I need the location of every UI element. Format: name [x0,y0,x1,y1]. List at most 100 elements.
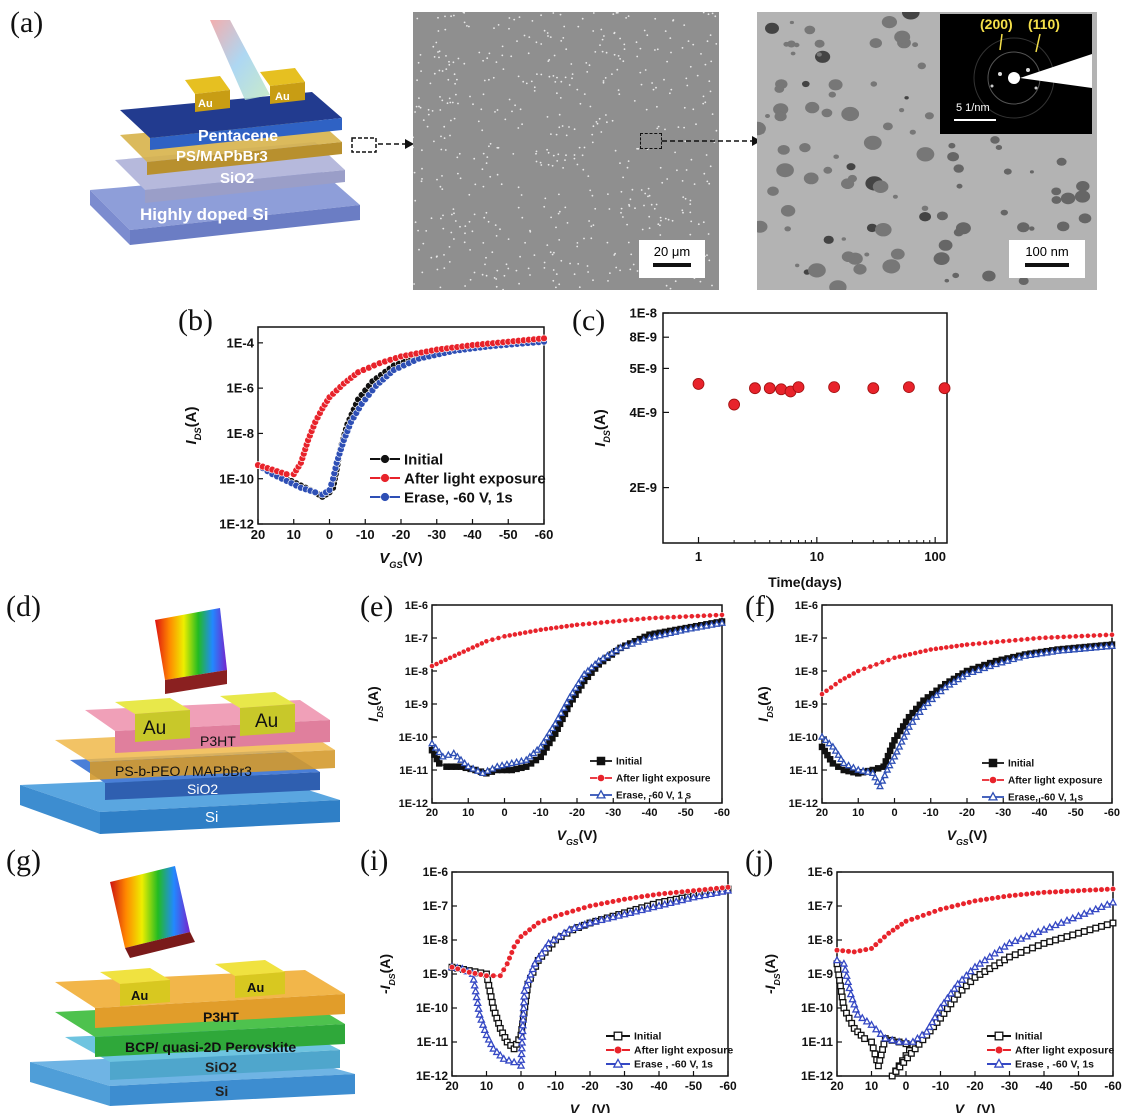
legend-label: Erase , -60 V, 1s [634,1059,713,1071]
series-0-point [837,987,845,995]
series-1-point [540,334,548,343]
series-2-point [842,971,851,979]
series-1 [833,885,1117,955]
series-2-point [980,663,989,672]
y-axis-label-unit: (A) [762,954,778,973]
data-point [903,381,915,394]
plot-frame [662,312,948,544]
series-2-point [614,911,623,919]
series-0-point [829,760,837,767]
x-tick-label: 20 [251,527,265,542]
series-1-point [483,972,490,979]
series-1-point [552,913,559,920]
y-axis-label: IDS(A) [592,409,612,447]
series-2-point [992,659,1000,668]
panel-label-d: (d) [6,590,41,623]
series-1-point [943,904,950,912]
legend-label: After light exposure [404,470,546,487]
series-1-point [632,894,640,901]
series-2-point [580,669,589,678]
series-0-point [835,971,843,979]
series-1-point [1072,633,1079,640]
series-0-point [1103,921,1111,929]
series-2-point [622,641,631,649]
series-1-point [868,945,875,952]
series-1-point [989,895,996,902]
y-axis-label: IDS(A) [365,686,385,721]
series-1-point [964,641,970,648]
series-1-point [1006,637,1013,644]
series-1-point [885,657,892,663]
series-1-point [713,885,720,892]
y-tick-label: 1E-7 [795,633,818,645]
series-1-point [586,620,592,627]
legend-2-point [987,791,999,801]
series-1-point [873,661,880,668]
series-0-point [871,1050,879,1058]
series-2-point [681,625,690,633]
data-point [867,382,880,395]
series-2-point [1097,642,1106,650]
series-1-point [504,960,511,967]
series-1-point [719,611,725,618]
x-tick-label: 100 [924,549,946,564]
panel-label-b: (b) [178,304,213,337]
series-1-point [1012,637,1019,644]
series-2-point [885,761,894,769]
series-2 [818,641,1116,790]
x-axis-label-sub: GS [964,1111,977,1113]
series-2-point [718,887,727,895]
series-1-point [872,941,879,948]
series-2-point [706,889,715,897]
series-2-point [509,1057,519,1066]
series-1-point [982,640,989,646]
legend-1-point [613,1045,623,1055]
tem-image: (200) (110) 5 1/nm 100 nm [757,12,1097,290]
chart-i: 20 10 0 -10 -20 -30 -40 -50 -60 1E-12 1E-11 1E-10 1E… [377,865,737,1113]
data-point [692,378,705,390]
series-1-point [627,895,634,902]
series-1-point [517,933,525,940]
series-1-point [1084,632,1091,639]
series-1-point [646,615,653,622]
series-1-point [615,897,622,904]
series-2-point [676,626,685,634]
x-axis-label-unit: (V) [403,550,423,567]
series-1-point [673,889,680,896]
series-2-point [471,986,480,995]
series-1-point [1069,887,1076,895]
series-1-point [535,919,542,927]
y-tick-label: 1E-6 [405,600,428,612]
series-0-point [880,1040,888,1048]
electrode-au-a1: Au [198,98,213,110]
data-point [938,382,951,395]
sem-scale-label: 20 μm [653,244,691,259]
series-2-point [821,735,830,744]
series-1-point [497,972,504,979]
series-2-point [1053,646,1062,654]
x-axis-label-sub: GS [566,837,579,847]
series-0-point [874,1062,882,1070]
series-2-point [863,767,872,775]
series-1-point [908,916,915,923]
y-tick-label: 1E-11 [399,765,428,777]
series-1-point [522,629,529,636]
series-0-point [905,713,913,721]
series-0-point [839,999,847,1006]
series-line [451,888,729,1051]
series-2-point [1074,911,1083,920]
series-2-point [962,970,971,979]
series-1-point [460,967,467,974]
series-2-point [712,619,721,627]
series-2-point [1034,927,1043,935]
series-2-point [894,1037,904,1045]
y-tick-label: 1E-8 [630,306,657,321]
series-2-point [853,1010,862,1018]
series-1-point [682,613,689,620]
series-2-point [655,631,664,639]
series-1-point [511,631,518,638]
y-tick-label: 1E-9 [423,967,449,981]
y-axis-label-sub: DS [602,430,612,443]
series-1-point [609,898,617,905]
series-2-point [871,1024,881,1033]
